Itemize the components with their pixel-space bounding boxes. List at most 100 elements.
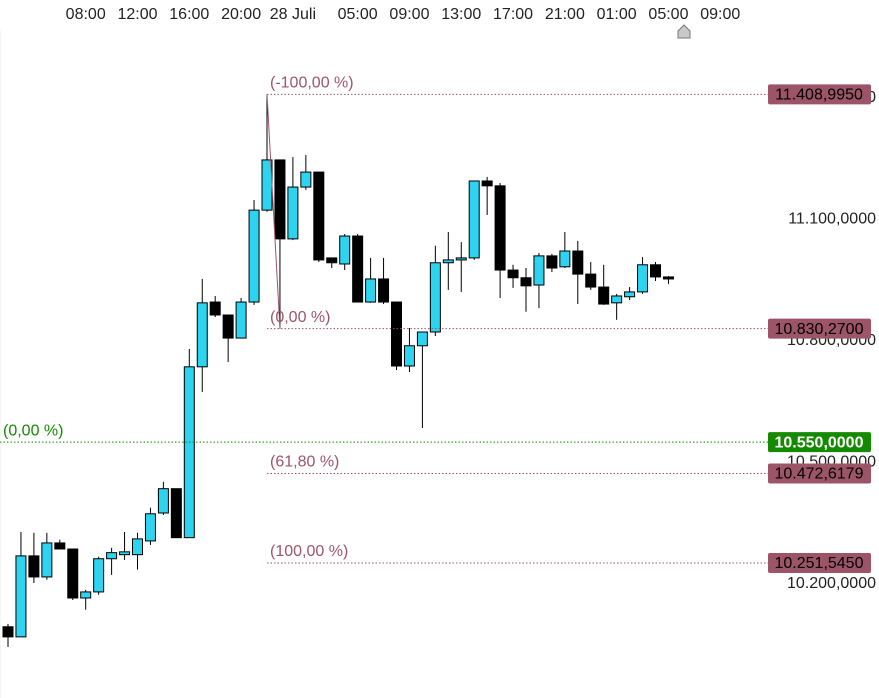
x-tick-label: 20:00: [221, 6, 261, 23]
candle: [93, 556, 105, 595]
value-label: 11.408,9950: [775, 87, 863, 104]
candle: [403, 327, 415, 373]
candle: [28, 532, 40, 584]
candle-body: [598, 286, 610, 305]
candle-body: [507, 269, 519, 279]
value-box: [768, 84, 871, 105]
candle: [183, 349, 195, 539]
candle-body: [28, 555, 40, 578]
x-tick-label: 13:00: [441, 6, 481, 23]
candle: [132, 532, 143, 570]
candle-body: [248, 209, 260, 303]
candle-body: [196, 302, 208, 368]
candle-body: [585, 273, 597, 288]
x-tick-label: 17:00: [493, 6, 533, 23]
candle: [106, 547, 118, 575]
candle: [662, 276, 674, 284]
candle: [481, 176, 493, 215]
x-tick-label: 05:00: [648, 6, 688, 23]
candle-body: [222, 314, 234, 339]
price-value-label: 10.550,0000: [775, 434, 864, 451]
x-tick-label: 05:00: [338, 6, 378, 23]
candle: [624, 287, 636, 301]
x-tick-label: 08:00: [66, 6, 106, 23]
candle: [585, 261, 597, 290]
value-box: [768, 318, 871, 339]
candle: [611, 293, 623, 320]
candle: [2, 623, 14, 647]
candle-body: [611, 295, 623, 304]
candle-body: [494, 185, 506, 271]
candle-body: [416, 331, 428, 347]
candle-body: [662, 276, 674, 280]
candle-body: [170, 488, 182, 539]
candle: [15, 532, 27, 638]
candle: [80, 589, 92, 610]
value-box: [768, 552, 871, 573]
candle-body: [67, 548, 79, 599]
candle: [170, 488, 182, 539]
candle: [455, 242, 467, 292]
candle-body: [624, 291, 636, 298]
candle-body: [41, 542, 53, 578]
candle: [54, 539, 66, 550]
candle-body: [365, 278, 377, 303]
value-box: [768, 463, 871, 484]
candle: [352, 234, 364, 303]
candle: [468, 180, 480, 260]
candle: [391, 301, 402, 371]
candle-body: [533, 255, 545, 286]
candle: [274, 159, 286, 329]
candle: [507, 264, 519, 288]
candle-body: [261, 159, 273, 211]
candle-body: [650, 264, 661, 278]
candle-body: [235, 301, 247, 339]
marker-icon: [677, 24, 691, 39]
candle-body: [442, 259, 454, 264]
candle-body: [378, 278, 390, 303]
candle: [598, 264, 610, 305]
candle: [650, 261, 661, 281]
candle: [378, 257, 390, 305]
fib-level-label: (61,80 %): [270, 454, 339, 471]
candle-body: [339, 235, 351, 265]
candle-body: [403, 345, 415, 367]
x-tick-label: 09:00: [700, 6, 740, 23]
candle-body: [546, 255, 558, 269]
candle: [67, 548, 79, 601]
candle: [339, 234, 351, 271]
candle: [248, 200, 260, 305]
candle-body: [15, 555, 27, 638]
candle-body: [391, 301, 402, 367]
candle: [442, 231, 454, 290]
candle: [157, 481, 169, 515]
candle-body: [313, 171, 325, 261]
candle-body: [352, 235, 364, 303]
candle-body: [54, 542, 66, 550]
fib-level-label: (0,00 %): [270, 309, 330, 326]
y-tick-label: 10.200,0000: [787, 575, 876, 592]
candle: [520, 268, 532, 312]
value-label: 10.472,6179: [775, 466, 864, 483]
candle: [209, 295, 221, 318]
candle-body: [144, 513, 156, 542]
candle-body: [2, 626, 14, 638]
candle: [637, 257, 649, 294]
candle-body: [132, 538, 143, 556]
fib-anchor-line: [266, 94, 281, 329]
candle: [222, 314, 234, 362]
candle-body: [429, 262, 441, 333]
candle: [287, 157, 299, 241]
candle: [41, 532, 53, 580]
candle-body: [93, 558, 105, 593]
candle: [494, 183, 506, 298]
candle: [300, 155, 312, 190]
candle: [572, 240, 584, 305]
candle: [559, 231, 571, 269]
candle: [144, 507, 156, 545]
candle-body: [559, 250, 571, 268]
candle: [119, 532, 131, 560]
candle-body: [455, 257, 467, 261]
candle: [533, 253, 545, 309]
candle: [326, 257, 338, 269]
